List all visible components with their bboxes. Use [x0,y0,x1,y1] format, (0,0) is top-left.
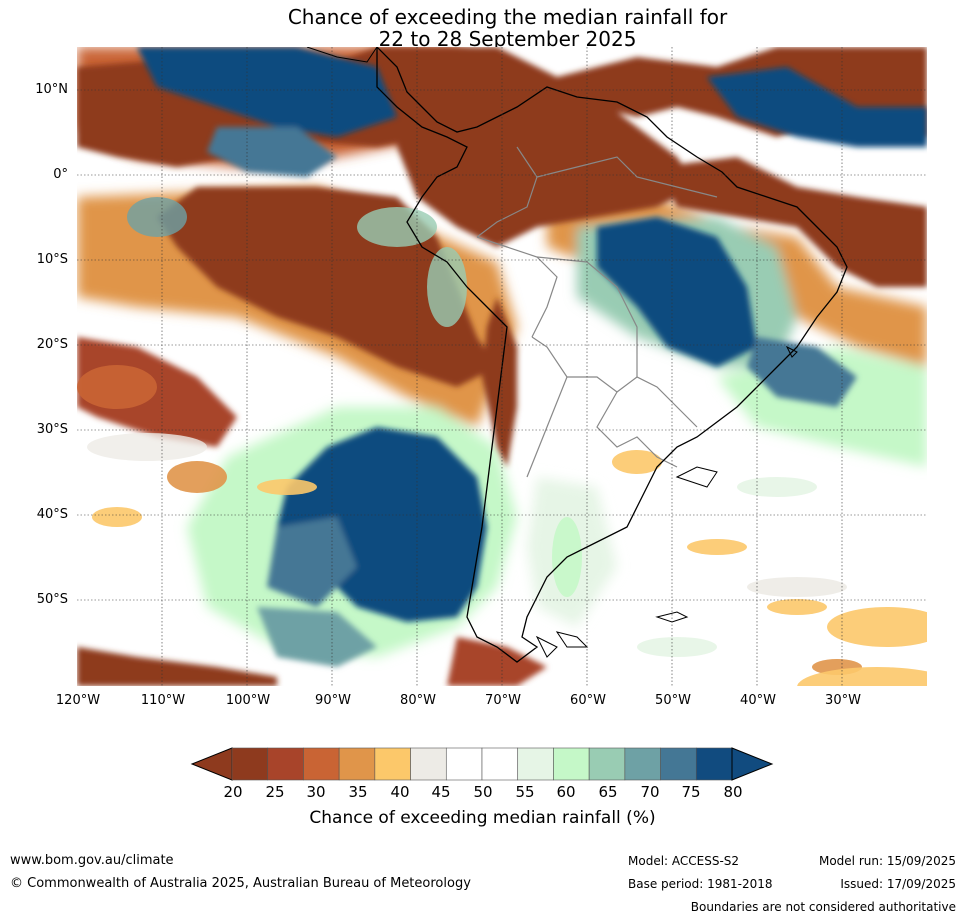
colorbar-segment [695,747,733,781]
rainfall-map [77,47,927,686]
colorbar-tick-label: 70 [640,783,660,801]
footer-base-period: Base period: 1981-2018 [628,877,773,891]
lon-tick-label: 50°W [655,693,691,708]
colorbar-tick-label: 75 [681,783,701,801]
colorbar-segment [481,747,519,781]
lat-tick-label: 10°S [36,252,68,267]
lat-tick-label: 20°S [36,337,68,352]
lat-tick-label: 0° [53,167,68,182]
lon-tick-label: 110°W [140,693,186,708]
footer-model: Model: ACCESS-S2 [628,854,740,868]
colorbar-tick-label: 40 [390,783,410,801]
caribbean-coastline [306,47,378,63]
lon-tick-label: 90°W [315,693,351,708]
graticule [77,47,927,686]
colorbar-segments [231,747,733,781]
colorbar-segment [517,747,554,781]
lon-tick-label: 100°W [225,693,271,708]
footer-issued: Issued: 17/09/2025 [840,877,956,891]
colorbar-under-arrow [190,747,233,781]
colorbar-segment [445,747,483,781]
lat-tick-label: 10°N [35,82,68,97]
colorbar-segment [303,747,340,781]
colorbar-tick-label: 65 [598,783,618,801]
lat-tick-label: 50°S [36,592,68,607]
colorbar-segment [624,747,661,781]
colorbar-segment [553,747,590,781]
colorbar-segment [374,747,411,781]
colorbar-segment [231,747,269,781]
colorbar [190,747,774,781]
colorbar-tick-label: 35 [348,783,368,801]
lon-tick-label: 80°W [400,693,436,708]
footer-website: www.bom.gov.au/climate [10,853,174,868]
colorbar-tick-label: 50 [473,783,493,801]
colorbar-tick-label: 55 [515,783,535,801]
colorbar-tick-label: 25 [265,783,285,801]
colorbar-tick-label: 30 [306,783,326,801]
rainfall-map-canvas [77,47,927,686]
lat-tick-label: 30°S [36,422,68,437]
colorbar-over-arrow [731,747,774,781]
south-america-coastline [376,47,848,663]
lon-tick-label: 60°W [570,693,606,708]
colorbar-segment [660,747,697,781]
footer-model-run: Model run: 15/09/2025 [818,854,956,868]
scattered-patches [77,197,927,686]
colorbar-tick-label: 20 [223,783,243,801]
lon-tick-label: 120°W [55,693,101,708]
map-title-line-2: 22 to 28 September 2025 [378,27,637,51]
lat-tick-label: 40°S [36,507,68,522]
lon-tick-label: 40°W [740,693,776,708]
colorbar-segment [588,747,626,781]
lon-tick-label: 70°W [485,693,521,708]
colorbar-tick-label: 80 [723,783,743,801]
map-title-line-1: Chance of exceeding the median rainfall … [287,5,728,29]
footer-copyright: © Commonwealth of Australia 2025, Austra… [10,876,471,891]
colorbar-segment [410,747,447,781]
footer-disclaimer: Boundaries are not considered authoritat… [690,900,956,914]
colorbar-tick-label: 45 [431,783,451,801]
country-borders [476,146,718,478]
lon-tick-label: 30°W [825,693,861,708]
colorbar-segment [338,747,376,781]
colorbar-label: Chance of exceeding median rainfall (%) [309,808,656,828]
colorbar-tick-label: 60 [556,783,576,801]
colorbar-segment [267,747,304,781]
